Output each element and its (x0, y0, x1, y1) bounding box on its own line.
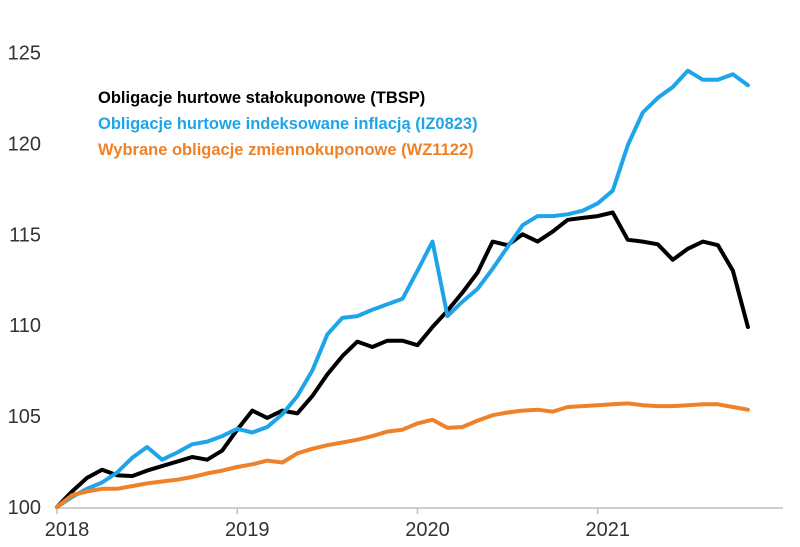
y-axis-label-110: 110 (9, 315, 41, 337)
x-axis-label-2019: 2019 (225, 519, 270, 541)
x-axis-label-2018: 2018 (45, 519, 90, 541)
y-axis-label-100: 100 (8, 497, 41, 519)
x-axis-label-2021: 2021 (585, 519, 630, 541)
legend-item-iz0823: Obligacje hurtowe indeksowane inflacją (… (98, 115, 478, 133)
y-axis-label-125: 125 (8, 43, 41, 65)
y-axis-label-115: 115 (9, 224, 41, 246)
series-line-tbsp (55, 210, 750, 509)
series-line-iz0823 (55, 68, 750, 509)
y-axis-label-105: 105 (8, 406, 41, 428)
y-axis-label-120: 120 (8, 133, 41, 155)
x-axis-label-2020: 2020 (405, 519, 450, 541)
series-line-wz1122 (55, 401, 750, 509)
legend-item-wz1122: Wybrane obligacje zmiennokuponowe (WZ112… (98, 141, 474, 159)
legend-item-tbsp: Obligacje hurtowe stałokuponowe (TBSP) (98, 89, 426, 107)
chart-legend: Obligacje hurtowe stałokuponowe (TBSP) O… (98, 85, 478, 163)
